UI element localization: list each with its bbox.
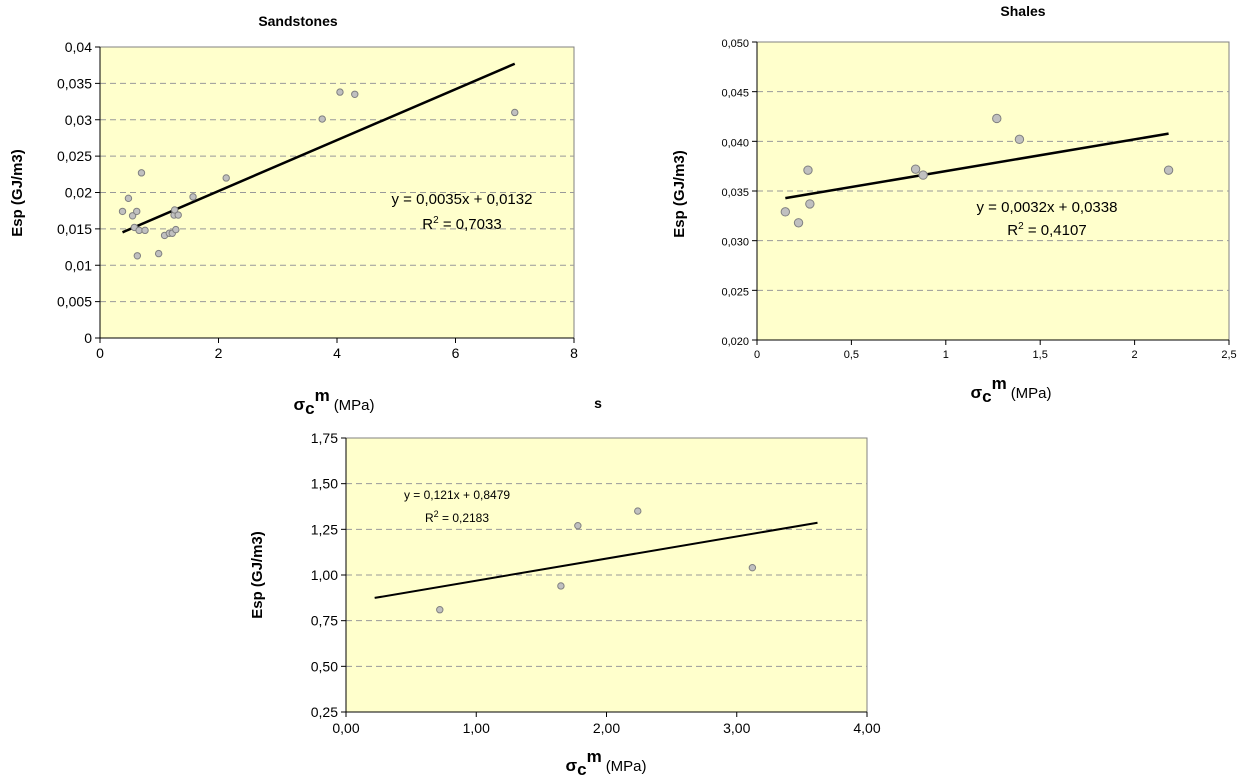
data-point (992, 113, 1002, 124)
data-point (222, 174, 230, 182)
data-point (137, 169, 146, 177)
chart-title: Shales (1000, 3, 1045, 19)
x-tick-label: 6 (452, 345, 460, 361)
x-tick-label: 1,00 (463, 720, 490, 736)
x-tick-label: 0 (96, 345, 104, 361)
data-point (805, 199, 815, 209)
y-tick-label: 0,025 (57, 148, 92, 164)
y-tick-label: 0,03 (65, 112, 92, 128)
y-tick-label: 0,02 (65, 185, 92, 201)
y-tick-label: 0,01 (65, 257, 92, 273)
data-point (780, 207, 791, 217)
data-point (318, 115, 326, 123)
data-point (154, 249, 163, 258)
y-tick-label: 1,75 (311, 430, 338, 446)
x-tick-label: 0 (754, 349, 760, 361)
y-tick-label: 0,050 (721, 38, 749, 50)
y-axis-label: Esp (GJ/m3) (249, 531, 266, 619)
chart-title: Sandstones (258, 13, 338, 29)
y-tick-label: 0,035 (721, 187, 749, 199)
y-tick-label: 1,25 (311, 521, 338, 537)
chart-sandstones: Sandstones 0 0,005 0,01 0,015 0,02 0,025 0,03 0… (9, 13, 578, 418)
data-point (133, 252, 142, 260)
data-point (793, 218, 804, 228)
x-tick-label: 8 (570, 345, 578, 361)
data-point (557, 582, 565, 590)
data-point (1014, 134, 1025, 145)
data-point (1163, 165, 1174, 175)
x-tick-label: 2 (1132, 349, 1138, 361)
x-tick-label: 3,00 (723, 720, 750, 736)
r-squared-label: R2 = 0,4107 (1007, 221, 1086, 239)
data-point (634, 507, 642, 515)
x-tick-label: 1,5 (1033, 349, 1048, 361)
x-axis-label: σcm(MPa) (565, 747, 646, 776)
trendline (374, 521, 818, 599)
y-tick-label: 0,005 (57, 294, 92, 310)
r-squared-label: R2 = 0,7033 (422, 215, 501, 233)
data-point (918, 170, 928, 180)
y-tick-label: 0,020 (721, 336, 749, 348)
data-point (511, 108, 519, 117)
x-tick-label: 2 (215, 345, 223, 361)
y-tick-label: 0,025 (721, 286, 749, 298)
y-tick-label: 0,040 (721, 137, 749, 149)
x-tick-label: 2,5 (1221, 349, 1236, 361)
data-point (172, 225, 180, 234)
x-tick-label: 0,5 (844, 349, 859, 361)
chart-shales: Shales 0,020 0,025 0,030 0,035 0,040 0,045 0,0… (671, 3, 1237, 406)
r-squared-label: R2 = 0,2183 (425, 509, 489, 525)
y-tick-label: 0,015 (57, 221, 92, 237)
trendline-equation: y = 0,121x + 0,8479 (404, 488, 510, 502)
data-point (574, 521, 582, 530)
x-axis-label: σcm(MPa) (970, 374, 1051, 406)
trendline (122, 62, 516, 234)
data-point (170, 206, 179, 214)
y-tick-label: 0,04 (65, 39, 92, 55)
data-point (910, 164, 921, 174)
chart-title: s (594, 395, 602, 411)
trendline-equation: y = 0,0032x + 0,0338 (977, 199, 1118, 216)
y-tick-label: 0 (84, 330, 92, 346)
y-tick-label: 0,25 (311, 704, 338, 720)
y-tick-label: 1,50 (311, 476, 338, 492)
y-axis-label: Esp (GJ/m3) (9, 149, 26, 237)
data-point (748, 563, 757, 572)
data-point (128, 212, 137, 220)
x-tick-label: 1 (943, 349, 949, 361)
data-point (351, 90, 359, 98)
y-axis-label: Esp (GJ/m3) (671, 150, 688, 238)
trendline-equation: y = 0,0035x + 0,0132 (392, 191, 533, 208)
x-tick-label: 2,00 (593, 720, 620, 736)
y-tick-label: 0,75 (311, 613, 338, 629)
y-tick-label: 0,030 (721, 237, 749, 249)
y-tick-label: 1,00 (311, 567, 338, 583)
data-point (124, 194, 133, 203)
x-axis-label: σcm(MPa) (293, 386, 374, 418)
x-tick-label: 4,00 (853, 720, 880, 736)
data-point (118, 207, 127, 216)
data-point (133, 207, 141, 216)
data-point (141, 226, 149, 235)
data-point (174, 211, 182, 219)
y-tick-label: 0,035 (57, 75, 92, 91)
trendline (785, 132, 1169, 200)
data-point (436, 606, 444, 614)
x-tick-label: 4 (333, 345, 341, 361)
data-point (189, 193, 197, 201)
chart-s: s 0,25 0,50 0,75 1,00 1,25 1,50 1,75 0,00 1,00 2… (249, 395, 881, 776)
data-point (336, 88, 344, 96)
y-tick-label: 0,50 (311, 658, 338, 674)
data-point (803, 165, 813, 175)
y-tick-label: 0,045 (721, 88, 749, 100)
x-tick-label: 0,00 (332, 720, 359, 736)
